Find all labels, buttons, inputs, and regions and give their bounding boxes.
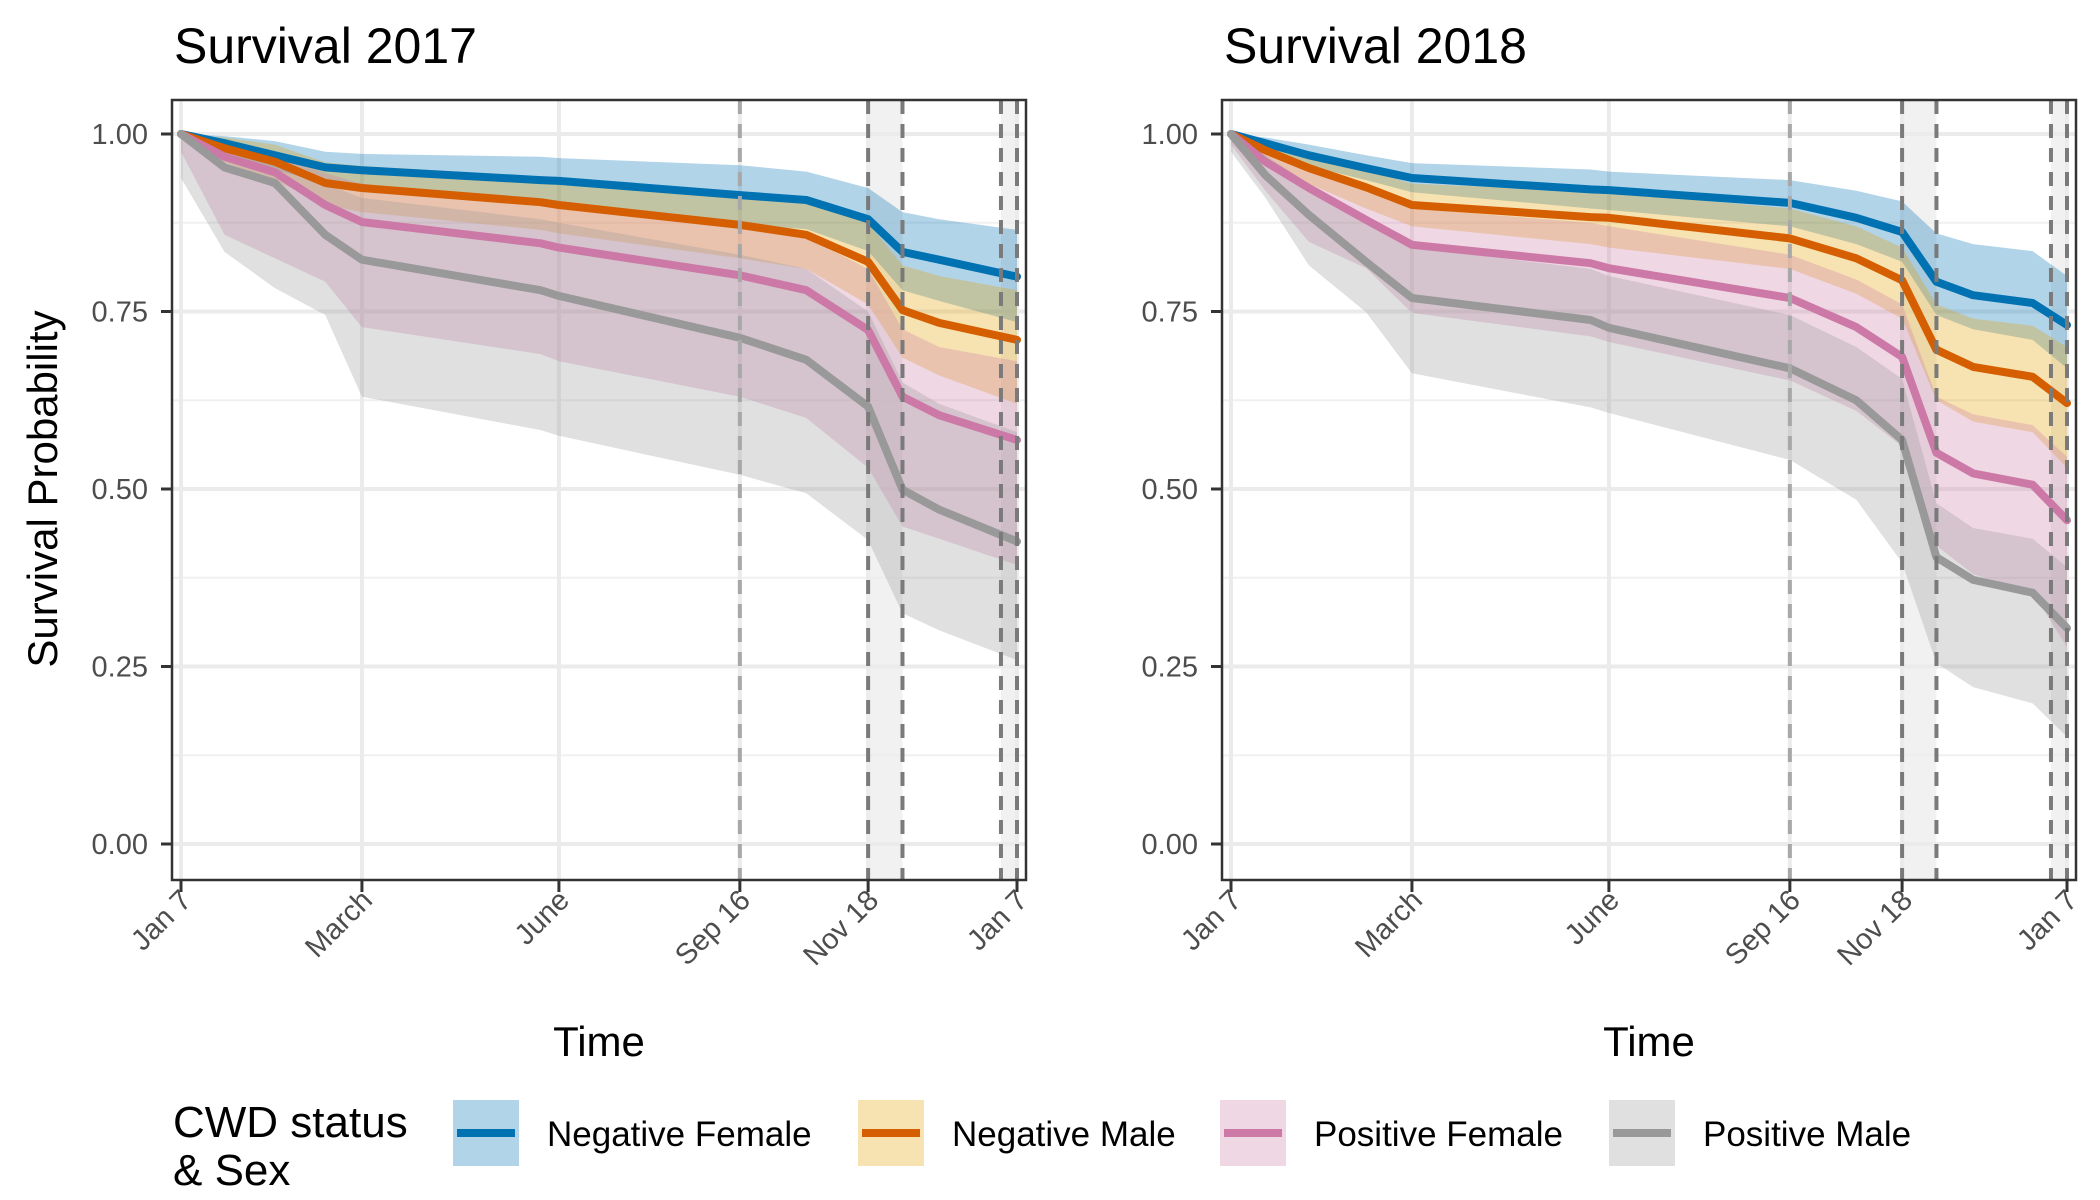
line-pos_female xyxy=(1227,130,2071,525)
panel-1: Survival 2017 0.00 0.25 0.50 0.75 1.00 Jan 7 Ma… xyxy=(19,18,1034,1065)
legend-label: Negative Female xyxy=(547,1115,812,1154)
y-tick-label: 0.00 xyxy=(1142,829,1198,861)
y-tick-label: 0.25 xyxy=(92,652,148,684)
y-tick-label: 1.00 xyxy=(1142,119,1198,151)
panel-title: Survival 2017 xyxy=(174,18,477,74)
y-axis-title: Survival Probability xyxy=(19,310,66,667)
legend-item-pos_female: Positive Female xyxy=(1220,1100,1563,1166)
legend-title-line2: & Sex xyxy=(173,1146,290,1195)
x-tick-label: June xyxy=(509,884,576,951)
ribbon-neg_male xyxy=(181,134,1017,404)
ribbon-pos_female xyxy=(1231,134,2067,648)
legend-label: Negative Male xyxy=(952,1115,1176,1154)
y-tick-label: 0.75 xyxy=(1142,297,1198,329)
ribbon-neg_male xyxy=(1231,134,2067,468)
y-tick-label: 0.25 xyxy=(1142,652,1198,684)
shaded-period xyxy=(1000,100,1017,880)
ribbon-pos_male xyxy=(1231,134,2067,737)
ribbon-pos_female xyxy=(181,134,1017,565)
x-tick-label: Nov 18 xyxy=(1831,884,1919,972)
legend-title-line1: CWD status xyxy=(173,1098,408,1147)
line-neg_male xyxy=(1227,130,2071,408)
legend-item-neg_male: Negative Male xyxy=(858,1100,1176,1166)
shaded-period xyxy=(2050,100,2067,880)
x-axis-title: Time xyxy=(1603,1018,1695,1065)
legend-item-neg_female: Negative Female xyxy=(453,1100,812,1166)
x-tick-label: Sep 16 xyxy=(669,884,757,972)
x-tick-label: June xyxy=(1559,884,1626,951)
legend-label: Positive Female xyxy=(1314,1115,1563,1154)
x-tick-label: Jan 7 xyxy=(1175,884,1248,957)
x-axis-title: Time xyxy=(553,1018,645,1065)
y-tick-label: 0.50 xyxy=(1142,474,1198,506)
legend-label: Positive Male xyxy=(1703,1115,1911,1154)
y-tick-label: 1.00 xyxy=(92,119,148,151)
series-layer xyxy=(177,130,1021,661)
series-layer xyxy=(1227,130,2071,737)
x-tick-label: Nov 18 xyxy=(797,884,885,972)
x-tick-label: Jan 7 xyxy=(125,884,198,957)
ribbon-neg_female xyxy=(1231,134,2067,369)
ribbon-neg_female xyxy=(181,134,1017,323)
x-tick-label: Jan 7 xyxy=(2011,884,2084,957)
x-tick-label: Jan 7 xyxy=(961,884,1034,957)
y-tick-label: 0.50 xyxy=(92,474,148,506)
line-neg_female xyxy=(1227,130,2071,329)
x-tick-label: March xyxy=(1349,884,1429,964)
x-tick-label: Sep 16 xyxy=(1719,884,1807,972)
legend: CWD status& Sex Negative Female Negative M… xyxy=(173,1098,1911,1195)
x-tick-label: March xyxy=(299,884,379,964)
y-tick-label: 0.00 xyxy=(92,829,148,861)
panel-2: Survival 2018 0.00 0.25 0.50 0.75 1.00 Jan 7 Ma… xyxy=(1142,18,2084,1065)
y-tick-label: 0.75 xyxy=(92,297,148,329)
line-pos_male xyxy=(1227,130,2071,633)
panel-title: Survival 2018 xyxy=(1224,18,1527,74)
legend-item-pos_male: Positive Male xyxy=(1609,1100,1911,1166)
line-neg_male xyxy=(177,130,1021,344)
